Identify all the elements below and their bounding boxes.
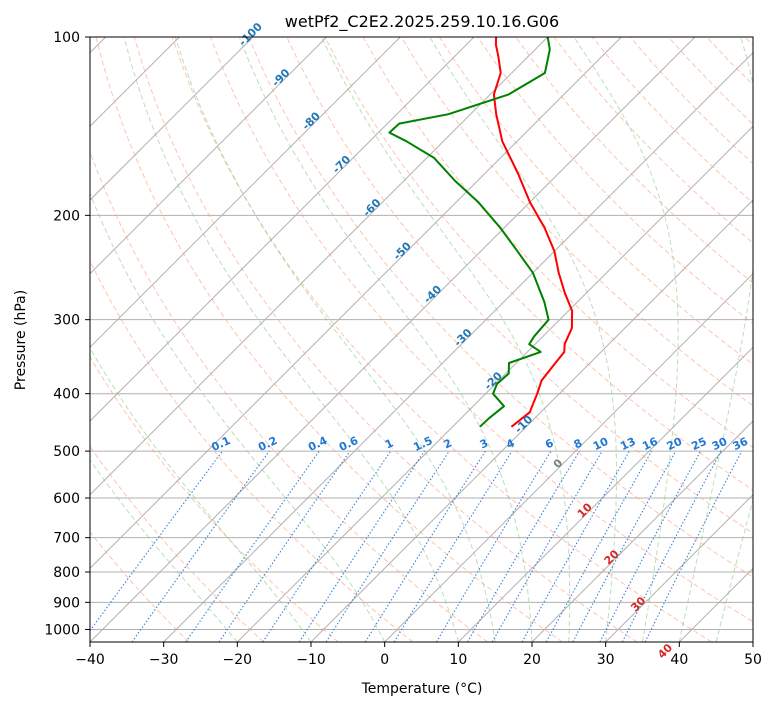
moist-adiabat-line	[321, 37, 571, 642]
mixing-ratio-label: 36	[731, 435, 751, 453]
isotherm-line	[605, 493, 753, 642]
mixing-ratio-label: 16	[640, 435, 660, 453]
x-tick-label: −30	[149, 652, 179, 668]
isotherm-line	[90, 37, 549, 496]
moist-adiabat-line	[715, 498, 753, 642]
mixing-ratio-line	[435, 450, 552, 642]
plot-background	[90, 37, 753, 642]
isotherm-line	[90, 37, 254, 201]
mixing-ratio-line	[325, 450, 450, 642]
x-tick-label: 20	[523, 652, 541, 668]
isotherm-line	[457, 346, 753, 642]
mixing-ratio-label: 25	[689, 435, 708, 453]
x-tick-label: 0	[380, 652, 389, 668]
dry-adiabat-line	[133, 37, 638, 642]
mixing-ratio-line	[298, 450, 425, 642]
y-tick-label: 500	[53, 444, 80, 460]
dry-adiabat-line	[438, 37, 753, 366]
y-axis-label: Pressure (hPa)	[13, 290, 29, 390]
dewpoint-profile-line	[388, 37, 551, 428]
dry-adiabat-line	[515, 37, 753, 284]
mixing-ratio-line	[364, 450, 486, 642]
moist-adiabat-line	[90, 192, 386, 642]
temperature-profile-line	[492, 37, 574, 428]
isotherm-line	[90, 37, 622, 570]
moist-adiabat-line	[573, 37, 679, 642]
x-tick-label: −20	[223, 652, 253, 668]
y-axis: 1000 900 800 700 600 500 400 300 200 100	[44, 30, 90, 638]
mixing-ratio-line	[262, 450, 392, 642]
y-tick-label: 400	[53, 387, 80, 403]
y-tick-label: 600	[53, 491, 80, 507]
dry-adiabat-line	[90, 356, 339, 642]
mixing-ratio-line	[185, 450, 320, 642]
dry-adiabat-line	[248, 37, 753, 578]
dry-adiabat-line	[90, 150, 488, 642]
moist-adiabat-line	[174, 37, 496, 642]
mixing-ratio-line	[599, 450, 701, 642]
dry-adiabat-line	[90, 531, 190, 642]
y-tick-label: 200	[53, 208, 80, 224]
x-axis-label: Temperature (°C)	[361, 681, 483, 697]
mixing-ratio-line	[90, 450, 223, 632]
mixing-ratio-label: 30	[710, 435, 730, 453]
x-tick-label: 40	[670, 652, 688, 668]
isotherm-line	[236, 125, 753, 642]
dry-adiabat-line	[210, 37, 753, 623]
isotherm-line	[163, 51, 753, 642]
mixing-ratio-line	[131, 450, 270, 642]
moist-adiabat-line	[678, 37, 753, 642]
moist-adiabat-line	[90, 459, 238, 642]
x-tick-label: 50	[744, 652, 762, 668]
isotherm-line	[90, 37, 696, 642]
data-lines	[388, 37, 574, 428]
moist-adiabat-line	[429, 37, 617, 642]
dry-adiabat-line	[90, 445, 264, 642]
dry-adiabat-line	[171, 37, 712, 642]
x-tick-label: −10	[296, 652, 326, 668]
isotherm-line	[90, 37, 328, 275]
mixing-ratio-line	[644, 450, 743, 642]
isotherm-line	[90, 37, 401, 349]
mixing-ratio-line	[521, 450, 630, 642]
mixing-ratio-label: 13	[618, 435, 637, 453]
mixing-ratio-line	[393, 450, 513, 642]
background-lines	[90, 37, 753, 642]
y-tick-label: 1000	[44, 622, 80, 638]
isotherm-line	[384, 272, 753, 642]
dry-adiabat-line	[324, 37, 753, 491]
dry-adiabat-line	[95, 37, 563, 642]
moist-adiabat-line	[90, 347, 312, 642]
isotherm-line	[752, 641, 753, 642]
x-tick-label: 10	[449, 652, 467, 668]
dry-adiabat-line	[90, 259, 414, 642]
plot-frame	[89, 36, 754, 643]
y-tick-label: 700	[53, 531, 80, 547]
y-tick-label: 900	[53, 595, 80, 611]
moist-adiabat-line	[123, 37, 459, 642]
y-tick-label: 800	[53, 565, 80, 581]
mixing-ratio-label: 20	[665, 435, 685, 453]
x-tick-label: −40	[75, 652, 105, 668]
x-tick-label: 30	[597, 652, 615, 668]
mixing-ratio-line	[218, 450, 351, 642]
mixing-ratio-label: 10	[591, 435, 611, 453]
moist-adiabat-line	[238, 37, 533, 642]
dry-adiabat-line	[400, 37, 753, 407]
mixing-ratio-line	[545, 450, 653, 642]
y-tick-label: 100	[53, 30, 80, 46]
y-tick-label: 300	[53, 313, 80, 329]
mixing-ratio-line	[572, 450, 677, 642]
isotherm-line	[531, 420, 753, 642]
mixing-ratio-line	[621, 450, 722, 642]
isotherm-line	[90, 37, 475, 422]
x-axis: −40 −30 −20 −10 0 10 20 30 40 50	[75, 642, 762, 668]
chart-title: wetPf2_C2E2.2025.259.10.16.G06	[285, 12, 559, 32]
